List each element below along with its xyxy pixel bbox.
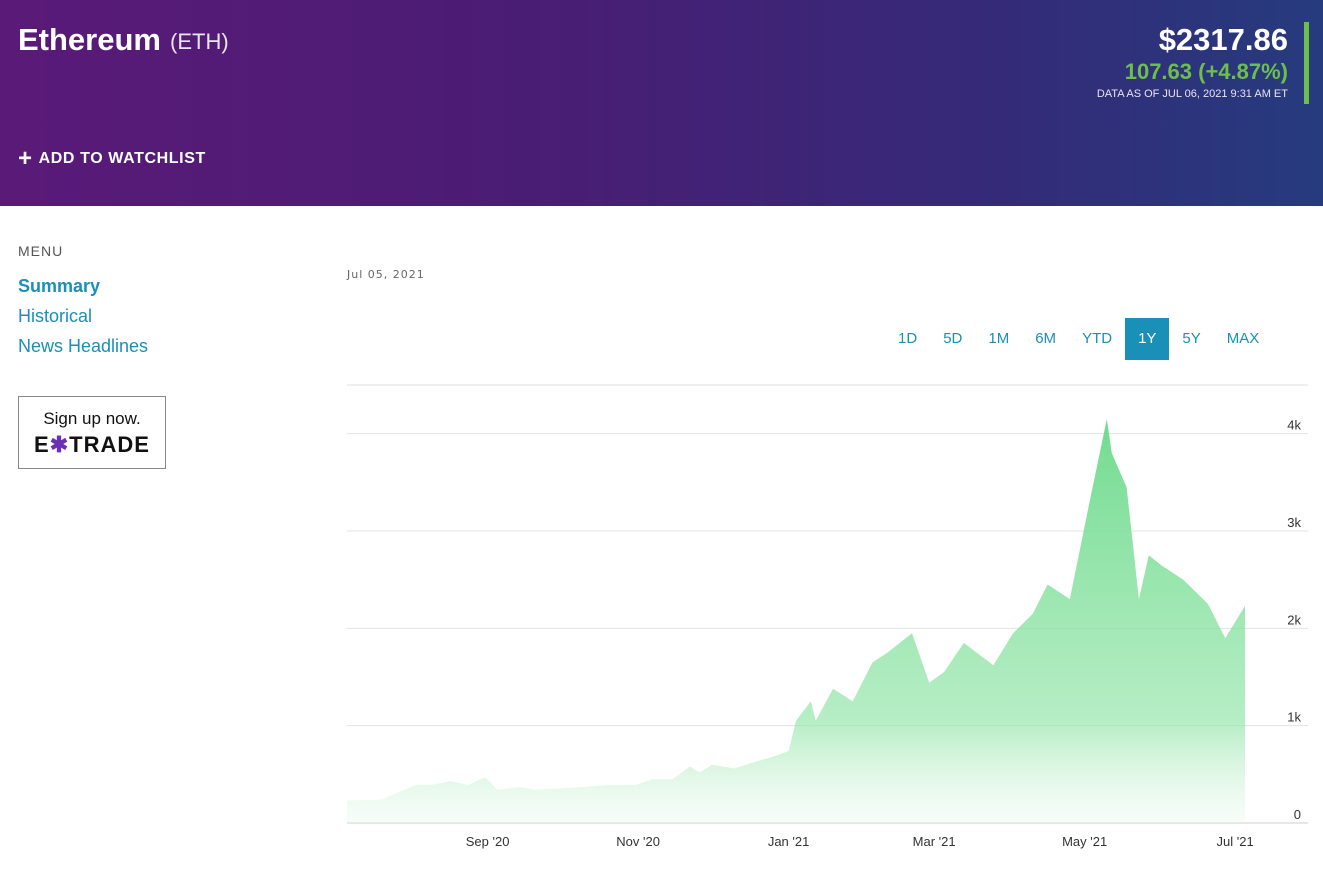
price-chart[interactable]: 0 1k 2k 3k 4k Sep '20 Nov '20 Jan '21 Mar '21 Ma… <box>330 370 1315 860</box>
menu-item-historical[interactable]: Historical <box>18 306 93 326</box>
y-tick-label: 2k <box>1287 612 1301 627</box>
range-1d[interactable]: 1D <box>898 330 918 347</box>
x-tick-label: Mar '21 <box>913 834 956 849</box>
coin-name: Ethereum <box>18 22 161 57</box>
watchlist-label: ADD TO WATCHLIST <box>38 150 206 167</box>
range-ytd[interactable]: YTD <box>1082 330 1113 347</box>
y-tick-label: 4k <box>1287 418 1301 433</box>
ad-text: Sign up now. <box>43 409 141 428</box>
x-tick-label: Nov '20 <box>616 834 660 849</box>
coin-symbol: (ETH) <box>170 29 229 54</box>
price-block: $2317.86 107.63 (+4.87%) DATA AS OF JUL … <box>1097 22 1309 104</box>
data-as-of: DATA AS OF JUL 06, 2021 9:31 AM ET <box>1096 88 1288 100</box>
x-axis-ticks: Sep '20 Nov '20 Jan '21 Mar '21 May '21 Jul '… <box>466 834 1254 849</box>
menu-item-news-headlines[interactable]: News Headlines <box>18 336 149 356</box>
range-max[interactable]: MAX <box>1226 330 1260 347</box>
range-1y[interactable]: 1Y <box>1125 318 1170 360</box>
chart-date-label: Jul 05, 2021 <box>347 268 425 281</box>
range-6m[interactable]: 6M <box>1035 330 1057 347</box>
x-tick-label: Sep '20 <box>466 834 510 849</box>
range-selector: 1D 5D 1M 6M YTD 1Y 5Y MAX <box>885 318 1272 360</box>
current-price: $2317.86 <box>1158 22 1288 57</box>
range-5d[interactable]: 5D <box>943 330 963 347</box>
x-tick-label: Jul '21 <box>1217 834 1254 849</box>
y-tick-label: 0 <box>1294 807 1301 822</box>
range-1m[interactable]: 1M <box>988 330 1010 347</box>
menu-item-summary[interactable]: Summary <box>18 276 101 296</box>
price-area <box>347 419 1245 823</box>
etrade-ad[interactable]: Sign up now. E✱TRADE <box>18 396 166 469</box>
plus-icon: + <box>18 145 33 172</box>
etrade-x-icon: ✱ <box>49 432 70 457</box>
y-tick-label: 1k <box>1287 710 1301 725</box>
menu-label: MENU <box>18 243 64 259</box>
y-tick-label: 3k <box>1287 515 1301 530</box>
x-tick-label: May '21 <box>1062 834 1107 849</box>
asset-header: Ethereum (ETH) $2317.86 107.63 (+4.87%) … <box>0 0 1323 206</box>
add-to-watchlist-button[interactable]: + ADD TO WATCHLIST <box>18 145 206 172</box>
price-change: 107.63 (+4.87%) <box>1124 59 1288 84</box>
y-axis-ticks: 0 1k 2k 3k 4k <box>1287 418 1301 822</box>
x-tick-label: Jan '21 <box>768 834 810 849</box>
range-5y[interactable]: 5Y <box>1182 330 1201 347</box>
etrade-logo: E✱TRADE <box>34 432 150 457</box>
